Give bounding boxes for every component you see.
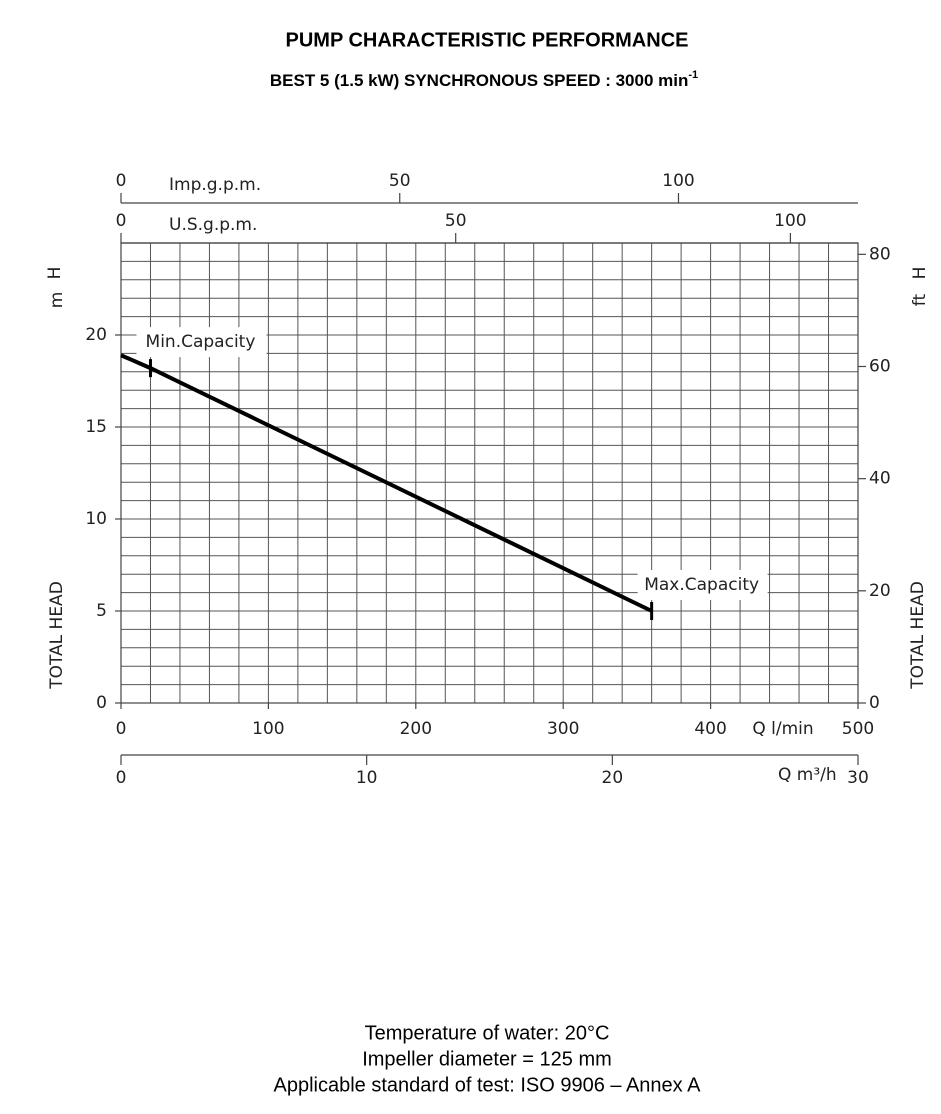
secondary-x-tick-label: 100 [662,171,694,191]
footnote: Temperature of water: 20°C [365,1022,610,1044]
footnote: Impeller diameter = 125 mm [362,1048,612,1070]
secondary-x-tick-label: 30 [847,768,869,788]
y-tick-label: 20 [85,325,107,345]
x-tick-label: 400 [694,719,726,739]
x-tick-label: 0 [116,719,127,739]
secondary-x-tick-label: 50 [445,211,467,231]
annotation-background [136,327,267,358]
y2-axis-unit: ft [910,293,930,306]
x-tick-label: 100 [252,719,284,739]
secondary-x-tick-label: 50 [389,171,411,191]
chart-title: PUMP CHARACTERISTIC PERFORMANCE [286,29,689,51]
y2-tick-label: 40 [869,469,891,489]
x-axis-label: Q l/min [752,719,813,739]
footnote: Applicable standard of test: ISO 9906 – … [274,1074,702,1096]
y2-tick-label: 0 [869,693,880,713]
annotation: Min.Capacity [146,332,256,352]
secondary-x-tick-label: 10 [356,768,378,788]
y-axis-label: TOTAL HEAD [47,581,67,690]
y2-axis-label: TOTAL HEAD [908,581,928,690]
x-tick-label: 200 [400,719,432,739]
subtitle-superscript: -1 [688,69,698,81]
secondary-x-axis-label: Q m³/h [778,765,837,785]
y2-tick-label: 60 [869,356,891,376]
secondary-x-tick-label: 100 [774,211,806,231]
annotation-background [637,570,768,600]
y2-axis-symbol: H [910,267,930,280]
y-tick-label: 5 [96,601,107,621]
secondary-x-tick-label: 20 [602,768,624,788]
subtitle-text: BEST 5 (1.5 kW) SYNCHRONOUS SPEED : 3000… [270,71,689,90]
y-axis-symbol: H [45,267,65,280]
y-axis-unit: m [47,292,67,309]
secondary-x-axis-label: U.S.g.p.m. [169,215,257,235]
y-tick-label: 10 [85,509,107,529]
y2-tick-label: 80 [869,244,891,264]
annotation: Max.Capacity [644,575,759,595]
y2-tick-label: 20 [869,581,891,601]
secondary-x-axis-label: Imp.g.p.m. [169,175,261,195]
secondary-x-tick-label: 0 [116,768,127,788]
chart-subtitle: BEST 5 (1.5 kW) SYNCHRONOUS SPEED : 3000… [270,69,698,91]
y-tick-label: 0 [96,693,107,713]
x-tick-label: 500 [842,719,874,739]
plot-frame [120,242,859,704]
y-tick-label: 15 [85,417,107,437]
secondary-x-tick-label: 0 [116,211,127,231]
x-tick-label: 300 [547,719,579,739]
secondary-x-tick-label: 0 [116,171,127,191]
